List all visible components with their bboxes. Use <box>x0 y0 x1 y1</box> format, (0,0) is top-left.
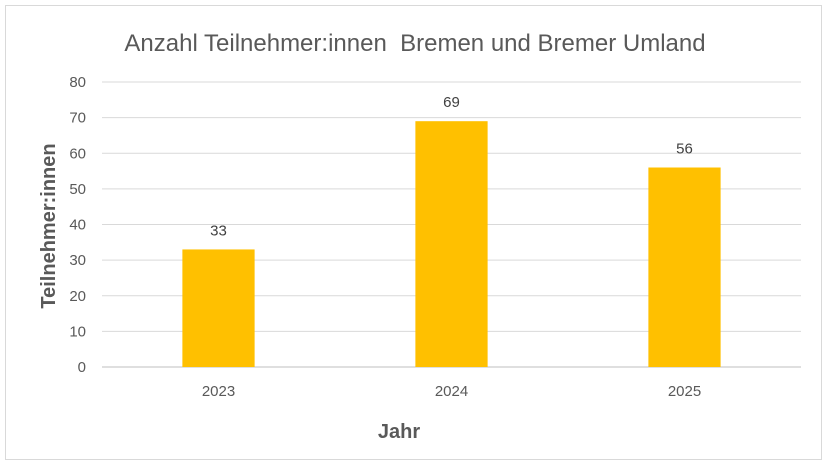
bar-2025 <box>648 167 721 367</box>
y-tick-label: 50 <box>69 181 86 198</box>
chart-title: Anzahl Teilnehmer:innen Bremen und Breme… <box>124 30 705 57</box>
y-tick-label: 10 <box>69 323 86 340</box>
data-label-2023: 33 <box>210 222 227 239</box>
bar-2023 <box>182 249 255 367</box>
y-tick-label: 40 <box>69 217 86 234</box>
bar-2024 <box>415 121 488 367</box>
y-tick-label: 30 <box>69 252 86 269</box>
x-axis-ticks: 2023 2024 2025 <box>202 383 701 400</box>
y-tick-label: 60 <box>69 145 86 162</box>
data-label-2024: 69 <box>443 94 460 111</box>
x-tick-label: 2025 <box>668 383 701 400</box>
bars <box>182 121 721 367</box>
y-tick-label: 0 <box>78 359 86 376</box>
data-label-2025: 56 <box>676 141 693 158</box>
y-axis-ticks: 0 10 20 30 40 50 60 70 80 <box>69 74 86 376</box>
y-tick-label: 80 <box>69 74 86 91</box>
x-axis-title: Jahr <box>378 421 420 443</box>
y-tick-label: 20 <box>69 288 86 305</box>
y-axis-title: Teilnehmer:innen <box>38 143 60 308</box>
x-tick-label: 2023 <box>202 383 235 400</box>
data-labels: 33 69 56 <box>210 94 693 239</box>
y-tick-label: 70 <box>69 110 86 127</box>
x-tick-label: 2024 <box>435 383 468 400</box>
